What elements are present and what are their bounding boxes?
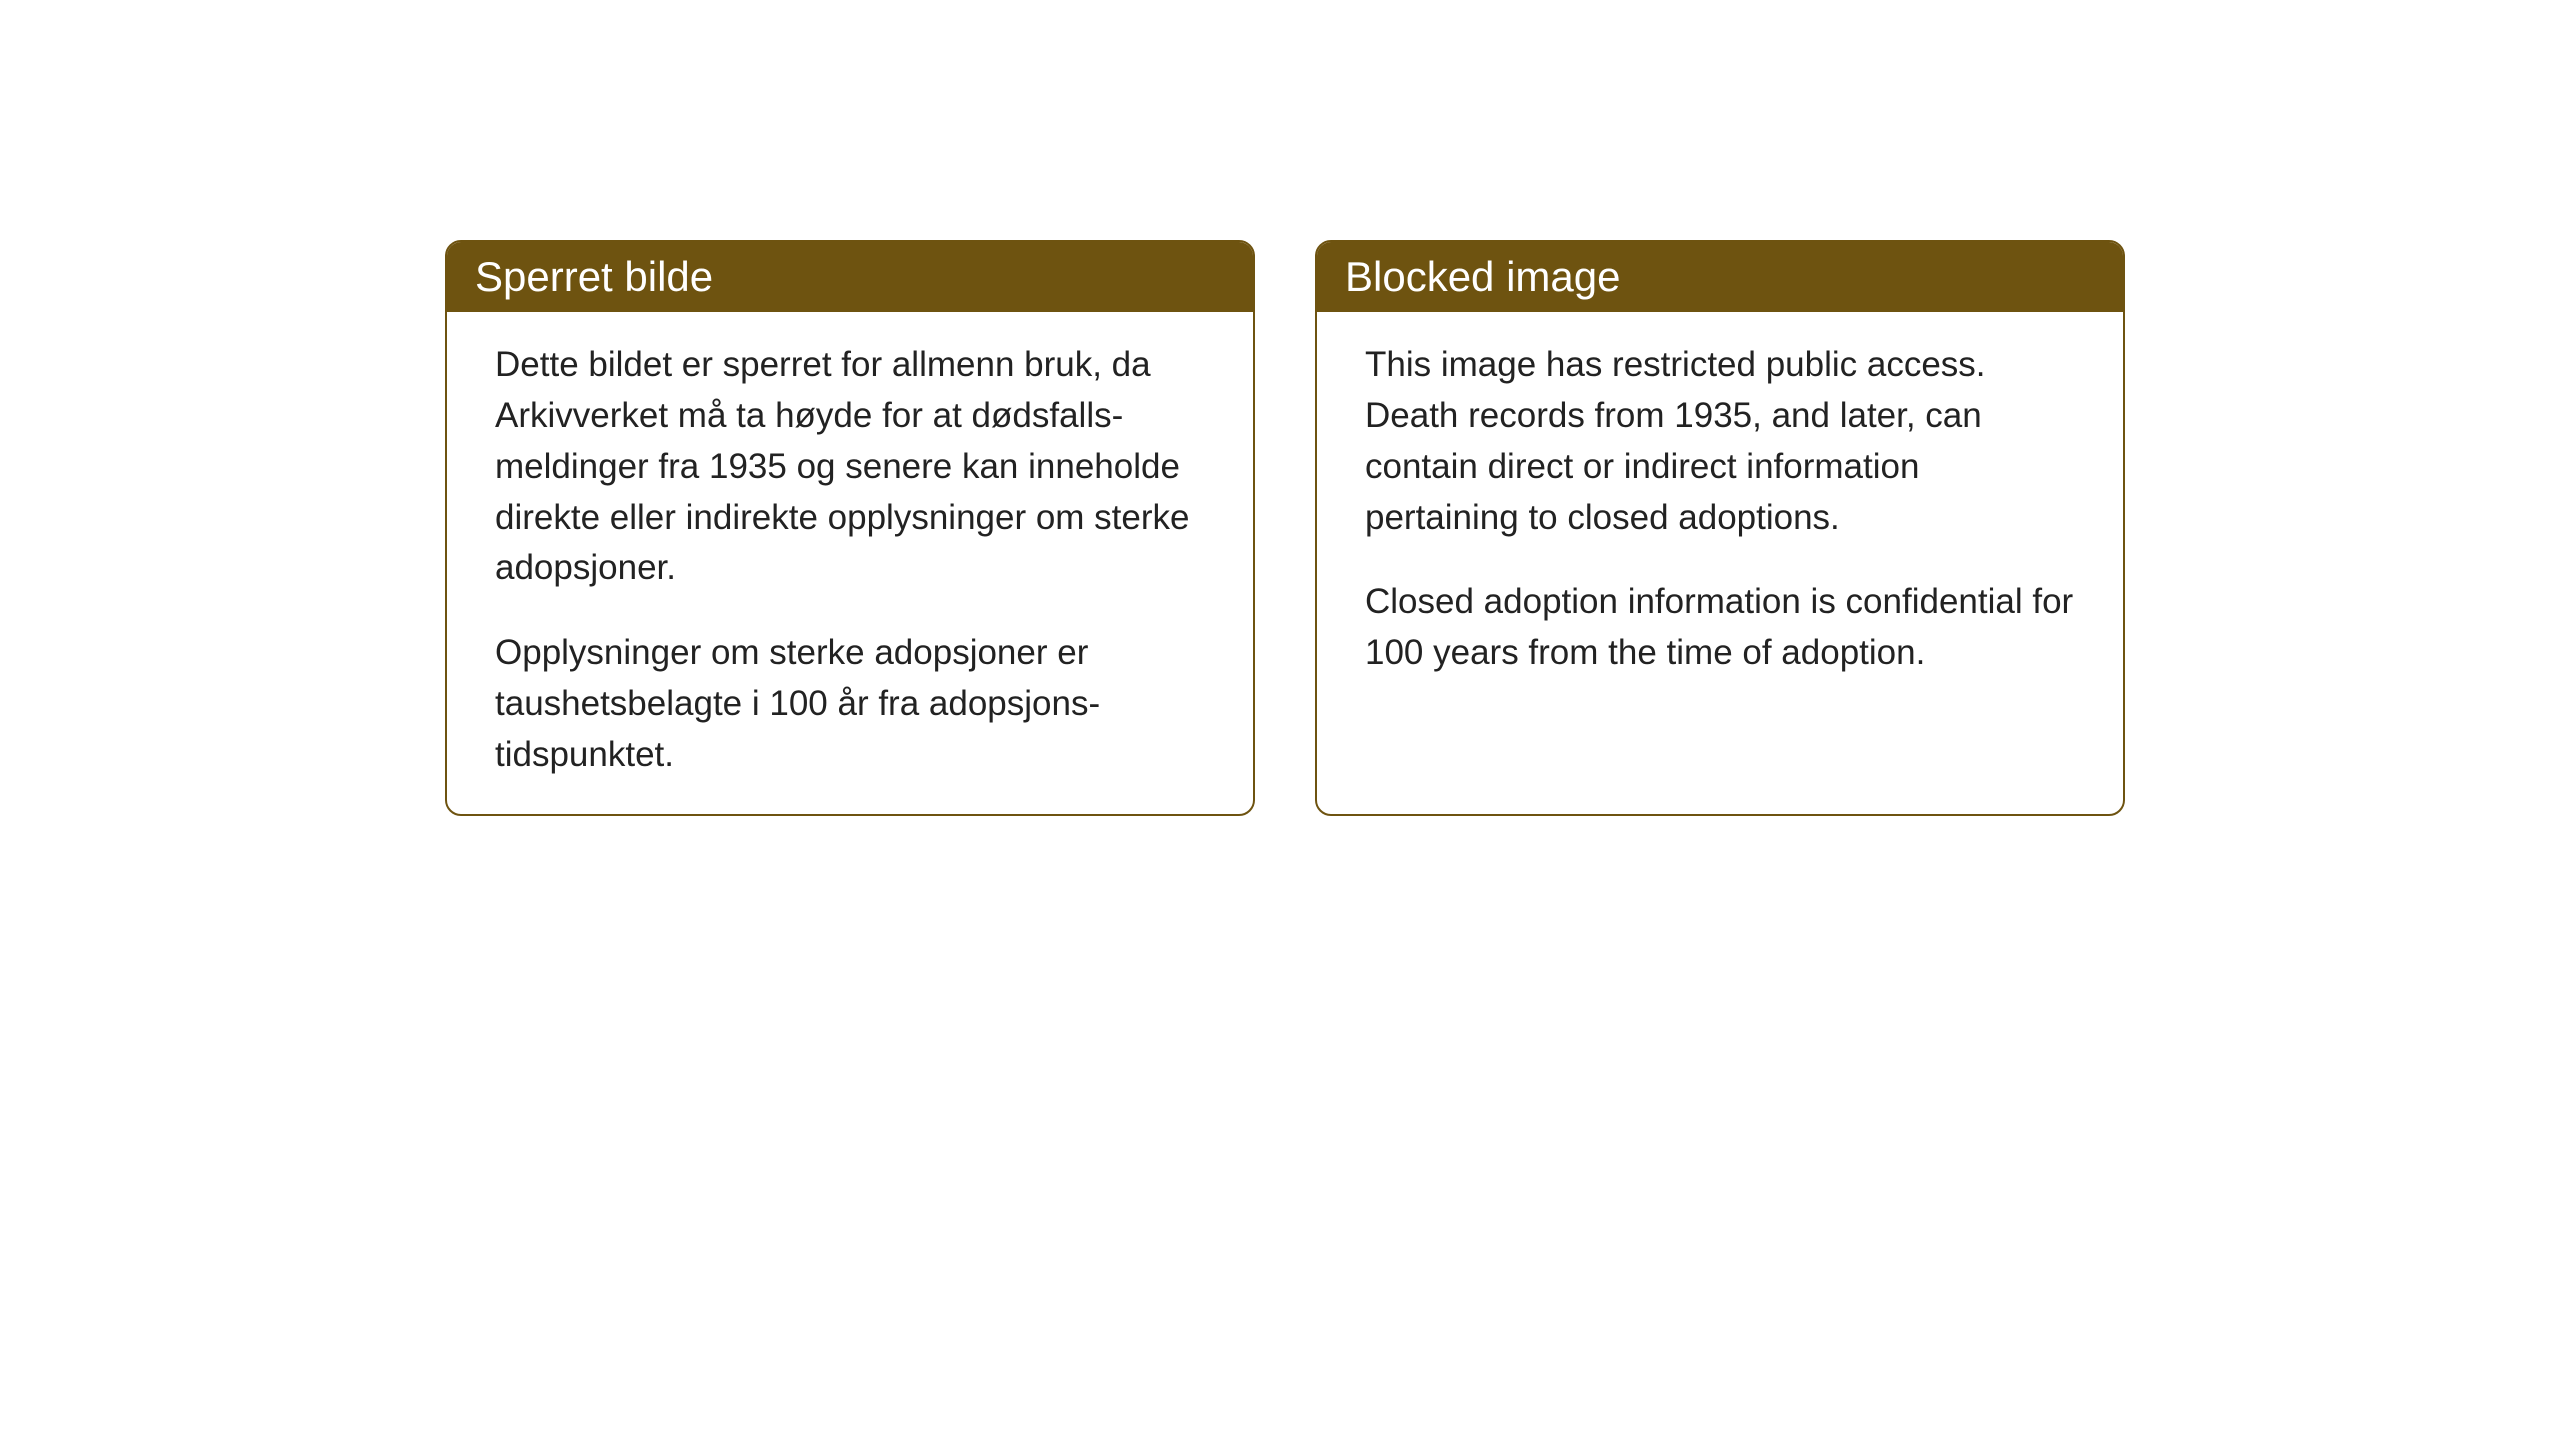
- notice-card-norwegian: Sperret bilde Dette bildet er sperret fo…: [445, 240, 1255, 816]
- card-body-english: This image has restricted public access.…: [1317, 312, 2123, 777]
- card-paragraph-2-english: Closed adoption information is confident…: [1365, 577, 2075, 679]
- card-paragraph-1-english: This image has restricted public access.…: [1365, 340, 2075, 543]
- card-paragraph-2-norwegian: Opplysninger om sterke adopsjoner er tau…: [495, 628, 1205, 780]
- card-body-norwegian: Dette bildet er sperret for allmenn bruk…: [447, 312, 1253, 814]
- notice-card-english: Blocked image This image has restricted …: [1315, 240, 2125, 816]
- card-header-english: Blocked image: [1317, 242, 2123, 312]
- card-header-norwegian: Sperret bilde: [447, 242, 1253, 312]
- notice-cards-container: Sperret bilde Dette bildet er sperret fo…: [445, 240, 2125, 816]
- card-paragraph-1-norwegian: Dette bildet er sperret for allmenn bruk…: [495, 340, 1205, 594]
